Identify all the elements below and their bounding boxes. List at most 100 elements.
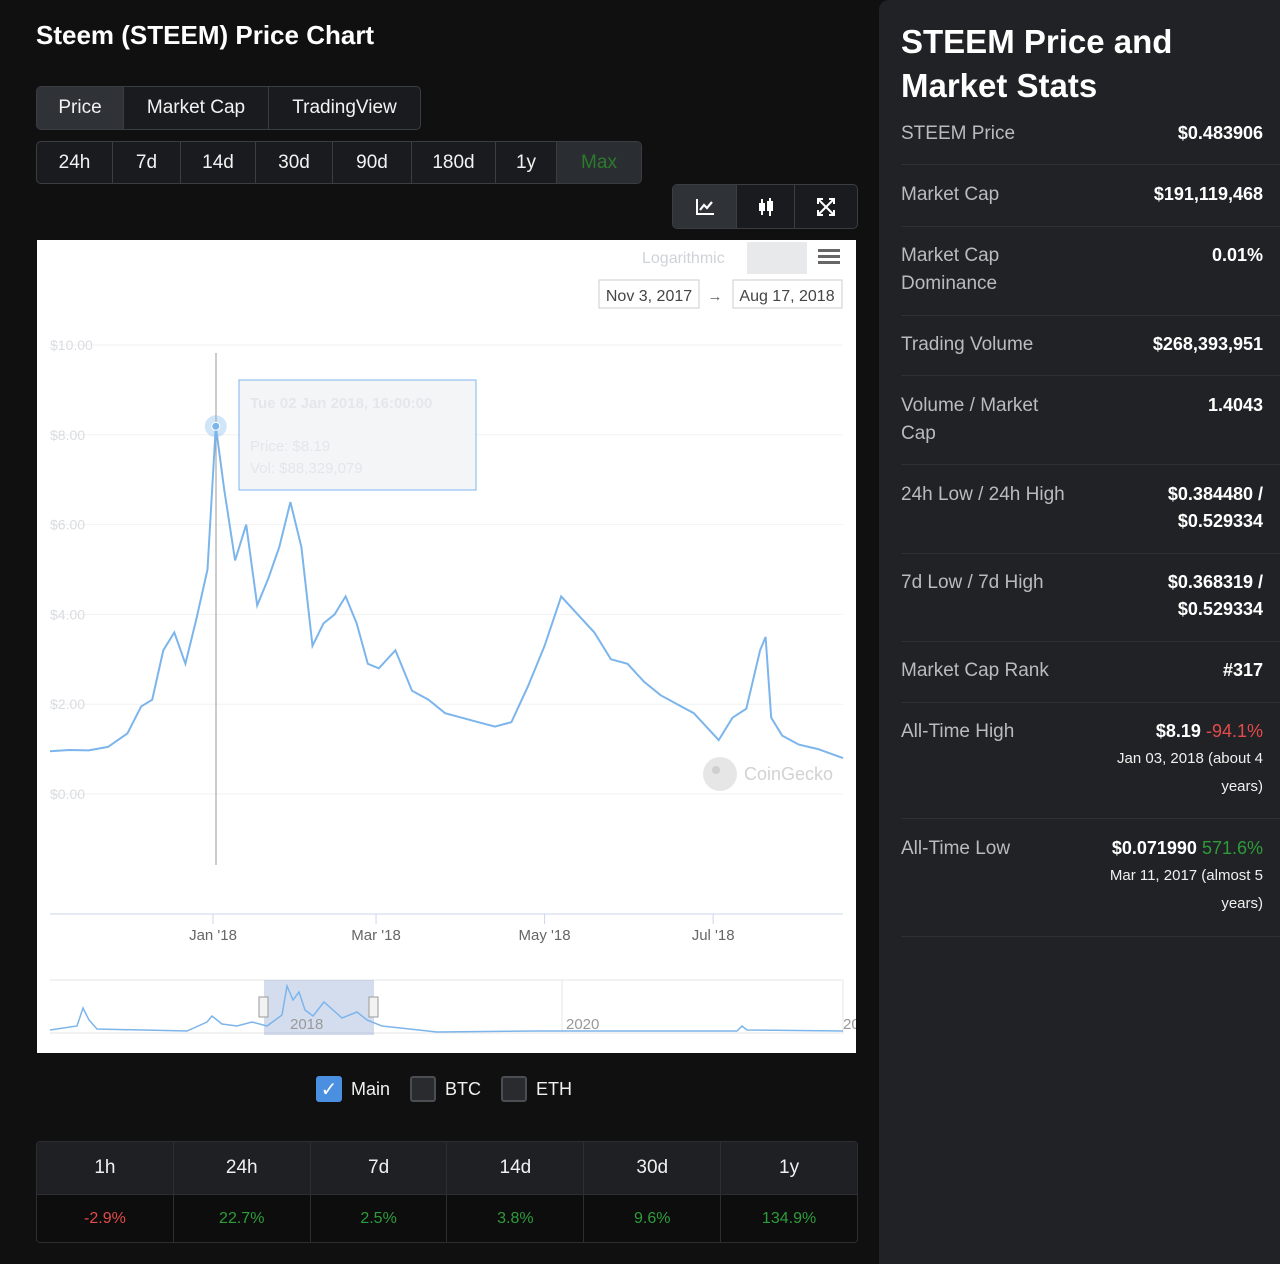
navigator-label-end: 20: [843, 1016, 856, 1033]
coingecko-watermark: CoinGecko: [703, 757, 833, 791]
checkbox-checked-icon[interactable]: ✓: [316, 1076, 342, 1102]
stat-row-price: STEEM Price $0.483906: [901, 120, 1280, 165]
stat-row-market-cap: Market Cap $191,119,468: [901, 181, 1280, 227]
ath-date-cont: years): [1221, 778, 1263, 795]
stat-value-line: $0.368319 /: [1167, 572, 1263, 592]
header-24h: 24h: [173, 1142, 311, 1194]
stat-value-line: $0.529334: [1177, 599, 1263, 619]
stat-value: 1.4043: [1207, 395, 1263, 415]
tab-market-cap[interactable]: Market Cap: [124, 87, 269, 129]
navigator-label-2018: 2018: [290, 1016, 323, 1033]
scale-linear[interactable]: Linear: [752, 250, 791, 266]
stat-value-line: $0.529334: [1177, 511, 1263, 531]
stat-row-volume: Trading Volume $268,393,951: [901, 331, 1280, 376]
stat-row-ath: All-Time High $8.19 -94.1% Jan 03, 2018 …: [901, 718, 1280, 819]
stat-row-rank: Market Cap Rank #317: [901, 657, 1280, 703]
fullscreen-icon[interactable]: [795, 185, 857, 228]
scale-linear-button[interactable]: [747, 242, 807, 274]
y-tick-label: $4.00: [50, 606, 85, 622]
x-tick-label: Jul '18: [692, 927, 735, 944]
candlestick-icon[interactable]: [737, 185, 795, 228]
y-tick-label: $0.00: [50, 786, 85, 802]
range-7d[interactable]: 7d: [113, 142, 181, 183]
market-stats-panel: STEEM Price and Market Stats STEEM Price…: [879, 0, 1280, 1264]
date-from-text: Nov 3, 2017: [606, 288, 692, 305]
stat-value: 0.01%: [1211, 245, 1263, 265]
range-180d[interactable]: 180d: [412, 142, 496, 183]
scale-logarithmic[interactable]: Logarithmic: [642, 250, 725, 267]
navigator-handle-right[interactable]: [368, 996, 379, 1018]
stat-row-volume-mcap: Volume / Market Cap 1.4043: [901, 392, 1280, 465]
header-7d: 7d: [310, 1142, 448, 1194]
price-change-table: 1h 24h 7d 14d 30d 1y -2.9% 22.7% 2.5% 3.…: [36, 1141, 858, 1243]
tooltip-price: Price: $8.19: [250, 438, 330, 455]
date-to-input[interactable]: [732, 279, 843, 309]
stat-value: $0.368319 / $0.529334: [1168, 569, 1280, 641]
atl-date: Mar 11, 2017 (almost 5: [1109, 867, 1263, 884]
legend-eth-label: ETH: [536, 1078, 573, 1099]
chart-type-tabs: Price Market Cap TradingView: [36, 86, 421, 130]
date-to-text: Aug 17, 2018: [739, 288, 834, 305]
chart-tooltip: Tue 02 Jan 2018, 16:00:00 Price: $8.19 V…: [238, 379, 477, 491]
stat-label: 24h Low / 24h High: [901, 484, 1065, 505]
watermark-text: CoinGecko: [744, 764, 833, 784]
stat-value: $0.483906: [1177, 123, 1263, 143]
change-24h: 22.7%: [173, 1194, 311, 1242]
stat-label: Market Cap Rank: [901, 660, 1049, 681]
checkbox-empty-icon[interactable]: [410, 1076, 437, 1102]
header-1y: 1y: [721, 1142, 857, 1194]
legend-main-label: Main: [351, 1078, 391, 1099]
change-14d: 3.8%: [447, 1194, 585, 1242]
stat-label: Volume / Market Cap: [901, 395, 1039, 444]
stat-value: $0.384480 / $0.529334: [1168, 481, 1280, 553]
range-30d[interactable]: 30d: [256, 142, 333, 183]
x-tick-label: Mar '18: [351, 927, 401, 944]
stat-value: $191,119,468: [1153, 184, 1263, 204]
stat-value: $8.19 -94.1% Jan 03, 2018 (about 4 years…: [1117, 718, 1280, 818]
range-24h[interactable]: 24h: [37, 142, 113, 183]
navigator-handle-left[interactable]: [258, 996, 269, 1018]
y-tick-label: $2.00: [50, 696, 85, 712]
stat-label: 7d Low / 7d High: [901, 572, 1044, 593]
stat-row-atl: All-Time Low $0.071990 571.6% Mar 11, 20…: [901, 835, 1280, 937]
tab-price[interactable]: Price: [37, 87, 124, 129]
legend-btc[interactable]: BTC: [410, 1076, 481, 1102]
price-chart[interactable]: Logarithmic Linear Nov 3, 2017 → Aug 17,…: [37, 240, 856, 1053]
stat-label: Market Cap: [901, 184, 1000, 205]
stat-row-7d-range: 7d Low / 7d High $0.368319 / $0.529334: [901, 569, 1280, 642]
x-tick-label: May '18: [519, 927, 571, 944]
change-7d: 2.5%: [310, 1194, 448, 1242]
range-max[interactable]: Max: [557, 142, 641, 183]
stat-value: $268,393,951: [1152, 334, 1263, 354]
stat-label: Market Cap Dominance: [901, 245, 1000, 294]
change-1y: 134.9%: [721, 1194, 857, 1242]
line-chart-icon[interactable]: [673, 185, 737, 228]
range-14d[interactable]: 14d: [181, 142, 256, 183]
chart-tools: [672, 184, 858, 229]
date-from-input[interactable]: [598, 279, 700, 309]
range-90d[interactable]: 90d: [333, 142, 412, 183]
ath-value: $8.19: [1155, 721, 1201, 741]
legend-main[interactable]: ✓ Main: [316, 1076, 390, 1102]
hover-point[interactable]: [211, 421, 221, 431]
navigator-label-2020: 2020: [566, 1016, 599, 1033]
chart-navigator[interactable]: 2018 2020 20: [49, 979, 856, 1035]
legend-btc-label: BTC: [445, 1078, 482, 1099]
y-tick-label: $8.00: [50, 427, 85, 443]
tab-tradingview[interactable]: TradingView: [292, 97, 397, 118]
atl-value: $0.071990: [1111, 838, 1197, 858]
ath-change: -94.1%: [1205, 721, 1263, 741]
header-14d: 14d: [447, 1142, 585, 1194]
stat-label: All-Time Low: [901, 838, 1011, 859]
change-table-header: 1h 24h 7d 14d 30d 1y: [37, 1142, 857, 1194]
legend-eth[interactable]: ETH: [501, 1076, 572, 1102]
change-table-values: -2.9% 22.7% 2.5% 3.8% 9.6% 134.9%: [37, 1194, 857, 1242]
checkbox-empty-icon[interactable]: [501, 1076, 528, 1102]
stat-label: Trading Volume: [901, 334, 1034, 355]
stat-row-dominance: Market Cap Dominance 0.01%: [901, 242, 1280, 316]
header-1h: 1h: [37, 1142, 174, 1194]
x-tick-label: Jan '18: [189, 927, 237, 944]
change-30d: 9.6%: [584, 1194, 722, 1242]
range-1y[interactable]: 1y: [496, 142, 557, 183]
menu-icon[interactable]: [818, 249, 840, 264]
